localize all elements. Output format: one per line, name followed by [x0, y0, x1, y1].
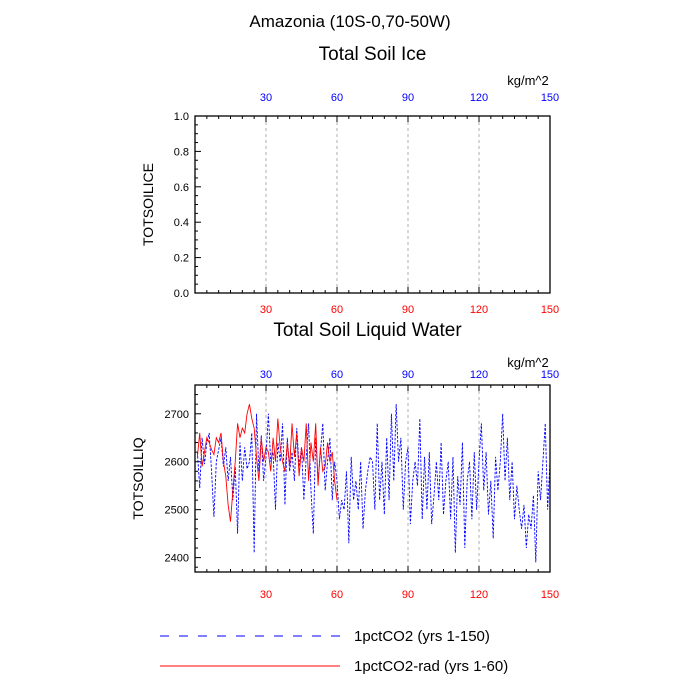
y-tick-label: 0.8	[174, 146, 189, 158]
x-top-tick-label: 120	[470, 369, 488, 381]
series-line-1pctco2	[196, 404, 551, 563]
x-top-tick-label: 150	[541, 92, 559, 104]
panel-title: Total Soil Ice	[319, 44, 427, 65]
plot-frame	[194, 115, 551, 294]
y-tick-label: 2700	[165, 409, 189, 421]
x-bottom-tick-label: 30	[260, 589, 272, 601]
y-tick-label: 0.0	[174, 288, 189, 300]
y-tick-label: 2600	[165, 457, 189, 469]
panel-total-soil-liquid-water: Total Soil Liquid Water kg/m^2 30 30 60 60 90 9…	[130, 320, 559, 601]
panel-title: Total Soil Liquid Water	[273, 320, 462, 341]
panel-total-soil-ice: Total Soil Ice kg/m^2 30 30 60 60 90 90 120 120 15…	[140, 44, 559, 316]
x-bottom-tick-label: 90	[402, 589, 414, 601]
y-axis-label: TOTSOILLIQ	[130, 437, 146, 519]
y-tick-label: 0.2	[174, 253, 189, 265]
x-bottom-tick-label: 30	[260, 304, 272, 316]
x-bottom-tick-label: 150	[541, 304, 559, 316]
x-top-tick-label: 60	[331, 369, 343, 381]
legend-label-1pctco2-rad: 1pctCO2-rad (yrs 1-60)	[354, 658, 508, 675]
units-label: kg/m^2	[507, 73, 549, 88]
units-label: kg/m^2	[507, 355, 549, 370]
y-tick-label: 0.6	[174, 182, 189, 194]
y-axis-label: TOTSOILICE	[140, 163, 156, 246]
x-top-tick-label: 30	[260, 92, 272, 104]
x-bottom-tick-label: 120	[470, 589, 488, 601]
y-tick-label: 2400	[165, 553, 189, 565]
legend-label-1pctco2: 1pctCO2 (yrs 1-150)	[354, 628, 490, 645]
x-top-tick-label: 120	[470, 92, 488, 104]
page-title: Amazonia (10S-0,70-50W)	[249, 12, 450, 31]
y-tick-label: 0.4	[174, 217, 189, 229]
x-top-tick-label: 30	[260, 369, 272, 381]
x-bottom-tick-label: 60	[331, 589, 343, 601]
x-top-tick-label: 60	[331, 92, 343, 104]
x-bottom-tick-label: 60	[331, 304, 343, 316]
y-tick-label: 1.0	[174, 111, 189, 123]
legend: 1pctCO2 (yrs 1-150) 1pctCO2-rad (yrs 1-60…	[160, 628, 508, 675]
x-top-tick-label: 150	[541, 369, 559, 381]
plot-frame	[194, 384, 551, 573]
y-tick-label: 2500	[165, 505, 189, 517]
x-top-tick-label: 90	[402, 92, 414, 104]
x-top-tick-label: 90	[402, 369, 414, 381]
x-bottom-tick-label: 90	[402, 304, 414, 316]
x-bottom-tick-label: 120	[470, 304, 488, 316]
x-bottom-tick-label: 150	[541, 589, 559, 601]
series-line-1pctco2-rad	[196, 404, 338, 522]
